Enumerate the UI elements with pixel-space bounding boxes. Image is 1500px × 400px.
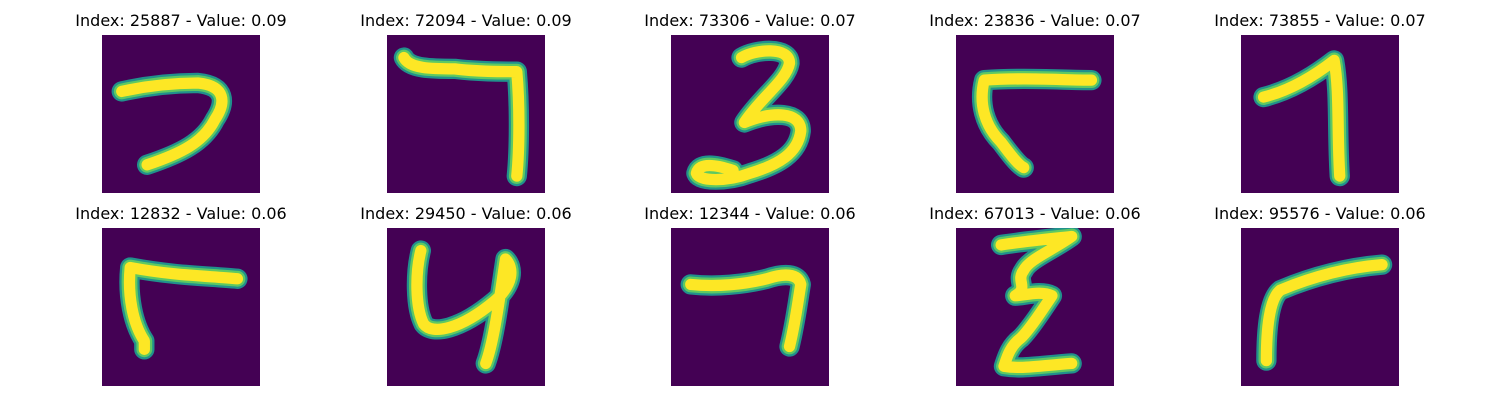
digit-stroke-core <box>976 73 1098 174</box>
digit-image <box>671 228 829 386</box>
digit-image <box>671 35 829 193</box>
panel-title: Index: 67013 - Value: 0.06 <box>929 204 1141 223</box>
panel-title: Index: 72094 - Value: 0.09 <box>360 11 572 30</box>
panel-title: Index: 23836 - Value: 0.07 <box>929 11 1141 30</box>
digit-image <box>1241 35 1399 193</box>
panel-title: Index: 73855 - Value: 0.07 <box>1214 11 1426 30</box>
panel-title: Index: 25887 - Value: 0.09 <box>75 11 287 30</box>
digit-stroke-core <box>685 269 807 353</box>
digit-image <box>102 35 260 193</box>
digit-image <box>956 228 1114 386</box>
panel-title: Index: 73306 - Value: 0.07 <box>644 11 856 30</box>
digit-image <box>102 228 260 386</box>
digit-image <box>387 228 545 386</box>
panel-title: Index: 12344 - Value: 0.06 <box>644 204 856 223</box>
digit-stroke-core <box>995 230 1078 374</box>
digit-stroke-core <box>116 77 228 171</box>
digit-stroke-core <box>398 51 525 182</box>
digit-stroke-core <box>123 261 244 355</box>
digit-image <box>956 35 1114 193</box>
image-background <box>102 35 260 193</box>
digit-stroke-core <box>690 45 807 186</box>
digit-stroke-core <box>411 244 517 370</box>
digit-image <box>387 35 545 193</box>
digit-stroke-core <box>1260 259 1388 367</box>
panel-title: Index: 29450 - Value: 0.06 <box>360 204 572 223</box>
panel-title: Index: 95576 - Value: 0.06 <box>1214 204 1426 223</box>
digit-image <box>1241 228 1399 386</box>
digit-stroke-core <box>1257 54 1346 182</box>
panel-title: Index: 12832 - Value: 0.06 <box>75 204 287 223</box>
